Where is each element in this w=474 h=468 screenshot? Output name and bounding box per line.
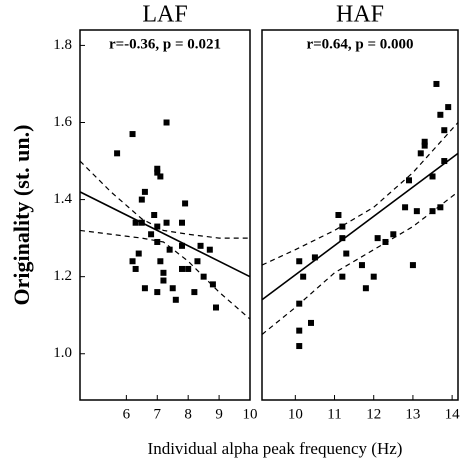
data-point	[141, 285, 148, 292]
x-tick-label: 8	[184, 406, 192, 422]
annotation: r=-0.36, p = 0.021	[109, 36, 221, 52]
data-point	[296, 258, 303, 265]
data-point	[402, 204, 409, 211]
regression-line	[79, 191, 251, 278]
data-point	[172, 296, 179, 303]
y-tick-label: 1.6	[53, 114, 72, 130]
y-tick-label: 1.4	[53, 191, 72, 207]
data-point	[335, 212, 342, 218]
data-point	[343, 250, 350, 257]
data-point	[132, 265, 139, 272]
data-point	[213, 304, 219, 311]
data-point	[339, 235, 346, 242]
data-point	[185, 265, 192, 272]
data-point	[163, 219, 170, 226]
data-point	[182, 200, 189, 207]
regression-line	[261, 152, 459, 301]
data-point	[339, 223, 346, 230]
confidence-band	[79, 229, 251, 320]
data-point	[179, 242, 185, 249]
x-tick-label: 9	[215, 406, 223, 422]
data-point	[437, 111, 444, 118]
data-point	[157, 258, 164, 265]
x-tick-label: 14	[445, 406, 461, 422]
data-point	[154, 165, 161, 172]
confidence-band	[261, 191, 459, 335]
y-tick-label: 1.8	[53, 37, 72, 53]
data-point	[114, 150, 121, 157]
data-point	[437, 204, 444, 211]
data-point	[154, 289, 161, 296]
data-point	[166, 246, 173, 253]
data-point	[358, 262, 365, 269]
data-point	[154, 238, 161, 245]
data-point	[390, 231, 397, 238]
data-point	[154, 169, 161, 176]
x-tick-label: 12	[366, 406, 381, 422]
x-tick-label: 13	[405, 406, 420, 422]
x-tick-label: 10	[288, 406, 303, 422]
data-point	[160, 269, 167, 276]
data-point	[129, 258, 136, 265]
confidence-band	[261, 122, 459, 266]
data-point	[148, 231, 155, 238]
confidence-band	[79, 160, 250, 239]
data-point	[163, 119, 170, 126]
data-point	[135, 250, 142, 257]
data-point	[413, 208, 420, 215]
data-point	[160, 277, 167, 284]
x-tick-label: 10	[243, 406, 258, 422]
data-point	[129, 131, 136, 138]
data-point	[445, 104, 452, 111]
data-point	[179, 265, 185, 272]
data-point	[169, 285, 176, 292]
data-point	[300, 273, 307, 280]
panel-frame	[79, 29, 251, 401]
panel-title: LAF	[142, 2, 187, 28]
data-point	[409, 262, 416, 269]
data-point	[421, 142, 428, 149]
data-point	[406, 177, 412, 184]
data-point	[206, 246, 213, 253]
x-tick-label: 6	[123, 406, 131, 422]
data-point	[194, 258, 201, 265]
data-point	[151, 212, 158, 218]
data-point	[141, 188, 148, 195]
y-axis-label: Originality (st. un.)	[9, 125, 34, 306]
data-point	[433, 80, 440, 87]
data-point	[209, 281, 216, 288]
panel-title: HAF	[336, 2, 384, 28]
data-point	[157, 173, 164, 180]
data-point	[311, 254, 318, 261]
data-point	[191, 289, 198, 296]
data-point	[441, 158, 448, 165]
data-point	[138, 196, 145, 203]
data-point	[362, 285, 369, 292]
data-point	[132, 219, 139, 226]
data-point	[417, 150, 424, 157]
y-tick-label: 1.2	[53, 268, 72, 284]
data-point	[429, 173, 436, 180]
data-point	[441, 127, 448, 134]
data-point	[179, 219, 185, 226]
y-tick-label: 1.0	[53, 345, 72, 361]
x-tick-label: 7	[154, 406, 162, 422]
x-axis-label: Individual alpha peak frequency (Hz)	[148, 439, 403, 458]
x-tick-label: 11	[327, 406, 341, 422]
data-point	[421, 138, 428, 145]
data-point	[308, 319, 314, 326]
data-point	[370, 273, 377, 280]
data-point	[296, 343, 303, 350]
data-point	[197, 242, 204, 249]
data-point	[296, 327, 303, 334]
annotation: r=0.64, p = 0.000	[306, 36, 413, 52]
data-point	[339, 273, 346, 280]
data-point	[382, 238, 389, 245]
panel-frame	[261, 29, 459, 401]
data-point	[374, 235, 381, 242]
